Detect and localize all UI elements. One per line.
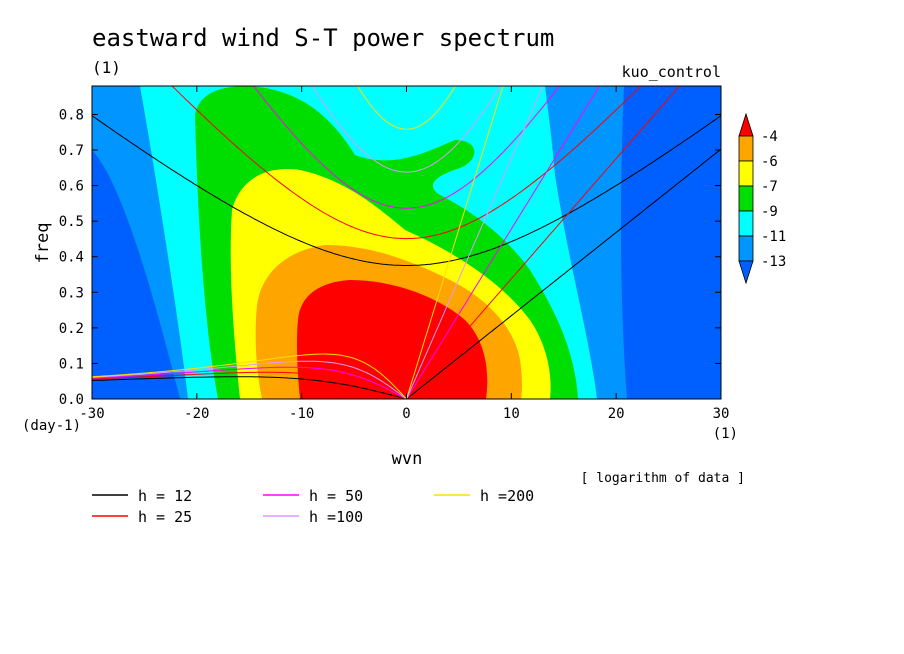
- legend-label: h =200: [480, 487, 534, 505]
- colorbar-label: -11: [761, 229, 786, 245]
- legend-label: h = 12: [138, 487, 192, 505]
- kelvin-curve-h12: [406, 148, 721, 399]
- colorbar-swatch: [738, 135, 754, 162]
- legend-label: h = 25: [138, 508, 192, 526]
- y-tick-label: 0.0: [59, 392, 84, 408]
- chart-title: eastward wind S-T power spectrum: [92, 24, 554, 52]
- legend-label: h =100: [309, 508, 363, 526]
- x-tick-label: -10: [289, 406, 314, 422]
- y-tick-label: 0.5: [59, 214, 84, 230]
- log-note: [ logarithm of data ]: [581, 471, 745, 486]
- kelvin-curve-h50: [406, 86, 601, 399]
- x-tick-label: 10: [503, 406, 520, 422]
- x-axis-label: wvn: [392, 449, 423, 469]
- plot-area: [92, 86, 721, 399]
- y-tick-label: 0.4: [59, 250, 84, 266]
- rossby-curve-h200: [92, 353, 407, 399]
- x-tick-label: 0: [402, 406, 410, 422]
- colorbar-swatch: [738, 185, 754, 212]
- kelvin-curve-h200: [406, 86, 504, 399]
- colorbar-swatch: [738, 210, 754, 237]
- colorbar-swatch: [738, 160, 754, 187]
- x-axis-ticks: -30 -20 -10 0 10 20 30: [79, 86, 729, 422]
- legend-label: h = 50: [309, 487, 363, 505]
- y-tick-label: 0.2: [59, 321, 84, 337]
- colorbar-label: -13: [761, 254, 786, 270]
- x-tick-label: 30: [713, 406, 730, 422]
- kelvin-curve-h100: [406, 86, 544, 399]
- y-tick-label: 0.7: [59, 143, 84, 159]
- gravity-curve-h25: [171, 86, 642, 240]
- colorbar: -4 -6 -7 -9 -11 -13: [738, 112, 786, 285]
- gravity-curve-h12: [92, 115, 721, 266]
- colorbar-arrow-bottom: [738, 260, 754, 285]
- colorbar-label: -7: [761, 179, 778, 195]
- x-unit-label: (1): [713, 426, 738, 442]
- rossby-curve-h100: [92, 360, 407, 399]
- colorbar-swatch: [738, 235, 754, 262]
- band-above-4: [296, 280, 488, 399]
- dispersion-curves: [92, 86, 721, 399]
- run-label: kuo_control: [622, 63, 721, 81]
- y-tick-label: 0.3: [59, 285, 84, 301]
- x-tick-label: 20: [608, 406, 625, 422]
- colorbar-arrow-top: [738, 112, 754, 137]
- y-axis-ticks: 0.0 0.1 0.2 0.3 0.4 0.5 0.6 0.7 0.8: [59, 107, 721, 408]
- dispersion-legend: h = 12 h = 25 h = 50 h =100 h =200: [92, 487, 534, 526]
- rossby-curve-h12: [92, 376, 407, 399]
- gravity-curve-h200: [357, 86, 456, 130]
- y-tick-label: 0.8: [59, 107, 84, 123]
- colorbar-label: -6: [761, 154, 778, 170]
- colorbar-label: -4: [761, 129, 778, 145]
- x-tick-label: -30: [79, 406, 104, 422]
- y-unit-label: (day-1): [22, 418, 81, 434]
- kelvin-curve-h25: [406, 86, 681, 399]
- gravity-curve-h50: [252, 86, 561, 209]
- rossby-curve-h50: [92, 366, 407, 399]
- chart-subtitle: (1): [92, 58, 121, 77]
- x-tick-label: -20: [184, 406, 209, 422]
- y-tick-label: 0.1: [59, 356, 84, 372]
- y-axis-label: freq: [33, 223, 53, 264]
- y-tick-label: 0.6: [59, 179, 84, 195]
- rossby-curve-h25: [92, 371, 407, 399]
- colorbar-label: -9: [761, 204, 778, 220]
- gravity-curve-h100: [311, 86, 502, 173]
